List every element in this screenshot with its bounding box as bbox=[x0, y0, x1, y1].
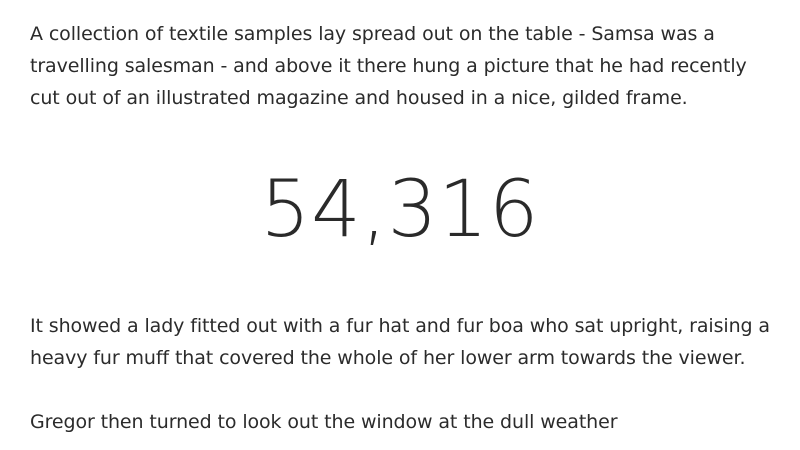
description-paragraph: It showed a lady fitted out with a fur h… bbox=[30, 315, 770, 369]
article-body: A collection of textile samples lay spre… bbox=[30, 18, 790, 114]
intro-paragraph: A collection of textile samples lay spre… bbox=[30, 23, 747, 109]
closing-paragraph: Gregor then turned to look out the windo… bbox=[30, 411, 618, 433]
highlight-number: 54,316 bbox=[260, 165, 540, 255]
